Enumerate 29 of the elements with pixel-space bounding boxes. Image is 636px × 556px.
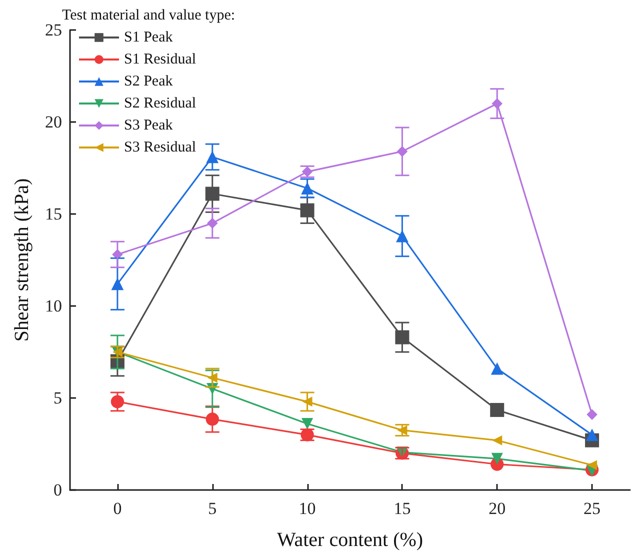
y-tick-label: 15 xyxy=(45,204,62,224)
x-tick-label: 25 xyxy=(584,499,601,518)
legend-label: S1 Residual xyxy=(124,52,196,68)
point xyxy=(490,402,504,417)
x-tick-label: 5 xyxy=(208,499,217,518)
point xyxy=(490,362,504,375)
point xyxy=(586,428,598,441)
legend-label: S1 Peak xyxy=(124,30,174,46)
point xyxy=(491,452,503,465)
x-tick-label: 15 xyxy=(394,499,411,518)
y-tick-label: 0 xyxy=(54,480,62,500)
x-axis-title: Water content (%) xyxy=(276,529,424,551)
legend-label: S2 Peak xyxy=(124,74,174,90)
legend-label: S3 Peak xyxy=(124,118,174,134)
point xyxy=(302,396,312,407)
y-axis-title: Shear strength (kPa) xyxy=(11,178,33,342)
y-tick-label: 20 xyxy=(45,112,62,132)
y-tick-label: 25 xyxy=(45,20,62,40)
point xyxy=(301,418,314,430)
y-tick-label: 5 xyxy=(54,388,62,408)
legend-label: S2 Residual xyxy=(124,96,196,112)
y-tick-label: 10 xyxy=(45,296,62,316)
x-tick-label: 10 xyxy=(298,499,316,518)
legend-label: S3 Residual xyxy=(124,140,196,156)
x-tick-label: 0 xyxy=(113,499,122,518)
legend-title: Test material and value type: xyxy=(62,8,236,24)
x-tick-label: 20 xyxy=(488,499,506,518)
point xyxy=(492,435,502,446)
point xyxy=(586,409,598,420)
